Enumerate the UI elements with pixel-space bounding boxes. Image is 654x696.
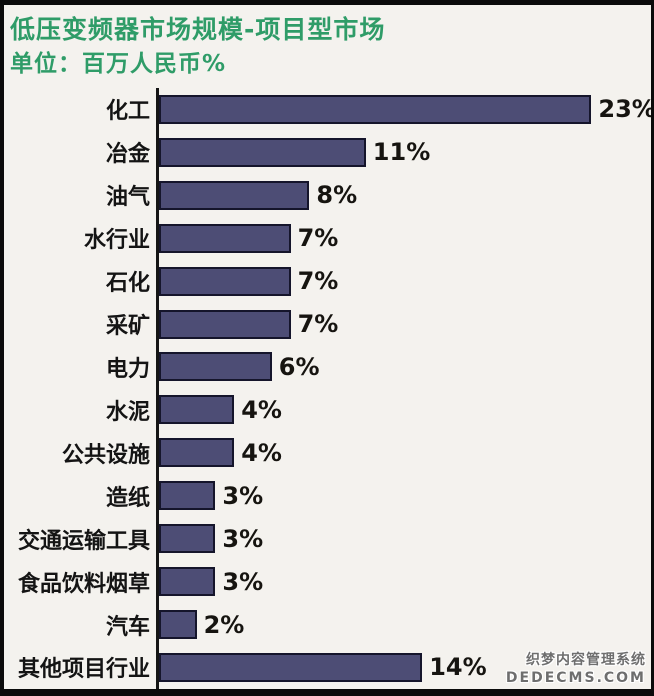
watermark-line-cn: 织梦内容管理系统 <box>526 652 646 668</box>
chart-row: 其他项目行业 14% <box>4 645 651 689</box>
value-label: 4% <box>241 395 282 424</box>
value-label: 3% <box>222 481 264 510</box>
chart-unit-subtitle: 单位：百万人民币% <box>10 51 227 77</box>
category-label: 油气 <box>105 185 150 211</box>
bar-area: 11% <box>156 130 651 174</box>
value-label: 11% <box>372 138 431 167</box>
bar <box>159 352 272 382</box>
chart-row: 水泥 4% <box>4 388 651 432</box>
bar-area: 4% <box>156 431 651 475</box>
bar-area: 23% <box>156 88 654 131</box>
bar-area: 7% <box>156 302 651 346</box>
chart-row: 汽车 2% <box>4 603 651 646</box>
bar <box>159 567 216 597</box>
category-label: 石化 <box>105 271 150 297</box>
bar-area: 4% <box>156 388 651 432</box>
watermark: 织梦内容管理系统 DEDECMS.COM <box>506 652 646 687</box>
chart-row: 水行业 7% <box>4 216 651 260</box>
category-label: 汽车 <box>105 614 150 640</box>
category-label: 水泥 <box>105 399 150 425</box>
chart-row: 交通运输工具 3% <box>4 517 651 561</box>
bar <box>159 395 235 425</box>
bar-area: 14% <box>156 645 651 689</box>
value-label: 7% <box>297 267 339 296</box>
bar-area: 3% <box>156 560 651 604</box>
value-label: 6% <box>278 352 320 381</box>
bar-chart: 化工 23% 冶金 11% 油气 8% 水行业 7% <box>4 88 651 689</box>
value-label: 7% <box>297 310 339 339</box>
category-label: 冶金 <box>105 142 150 168</box>
value-label: 14% <box>429 653 487 682</box>
value-label: 2% <box>203 610 245 639</box>
chart-row: 冶金 11% <box>4 130 651 174</box>
chart-row: 石化 7% <box>4 259 651 303</box>
chart-row: 食品饮料烟草 3% <box>4 560 651 604</box>
chart-row: 公共设施 4% <box>4 431 651 475</box>
bar <box>159 94 592 124</box>
category-label: 采矿 <box>105 314 150 340</box>
chart-row: 电力 6% <box>4 345 651 389</box>
bar-area: 7% <box>156 216 651 260</box>
bar <box>159 481 216 511</box>
bar <box>159 266 291 296</box>
bar-area: 3% <box>156 474 651 518</box>
bar-area: 3% <box>156 517 651 561</box>
bar-area: 2% <box>156 603 651 646</box>
bar <box>159 524 216 554</box>
chart-row: 化工 23% <box>4 88 651 131</box>
value-label: 23% <box>598 95 654 124</box>
category-label: 公共设施 <box>61 442 150 468</box>
chart-title: 低压变频器市场规模-项目型市场 <box>10 15 386 44</box>
bar <box>159 438 235 468</box>
category-label: 造纸 <box>105 485 150 511</box>
bar <box>159 223 291 253</box>
category-label: 水行业 <box>83 228 150 254</box>
category-label: 食品饮料烟草 <box>17 571 150 597</box>
category-label: 交通运输工具 <box>17 528 150 554</box>
bar-area: 8% <box>156 173 651 217</box>
value-label: 4% <box>241 438 282 467</box>
category-label: 电力 <box>105 356 150 382</box>
watermark-line-en: DEDECMS.COM <box>505 669 646 686</box>
bar-area: 6% <box>156 345 651 389</box>
bar <box>159 610 197 640</box>
value-label: 3% <box>222 524 264 553</box>
value-label: 3% <box>222 567 264 596</box>
bar <box>159 652 423 682</box>
chart-row: 造纸 3% <box>4 474 651 518</box>
chart-row: 采矿 7% <box>4 302 651 346</box>
bar <box>159 137 366 167</box>
value-label: 7% <box>297 224 339 253</box>
chart-row: 油气 8% <box>4 173 651 217</box>
bar <box>159 180 310 210</box>
category-label: 其他项目行业 <box>17 657 150 683</box>
bar <box>159 309 291 339</box>
category-label: 化工 <box>105 99 150 125</box>
value-label: 8% <box>316 181 358 210</box>
bar-area: 7% <box>156 259 651 303</box>
